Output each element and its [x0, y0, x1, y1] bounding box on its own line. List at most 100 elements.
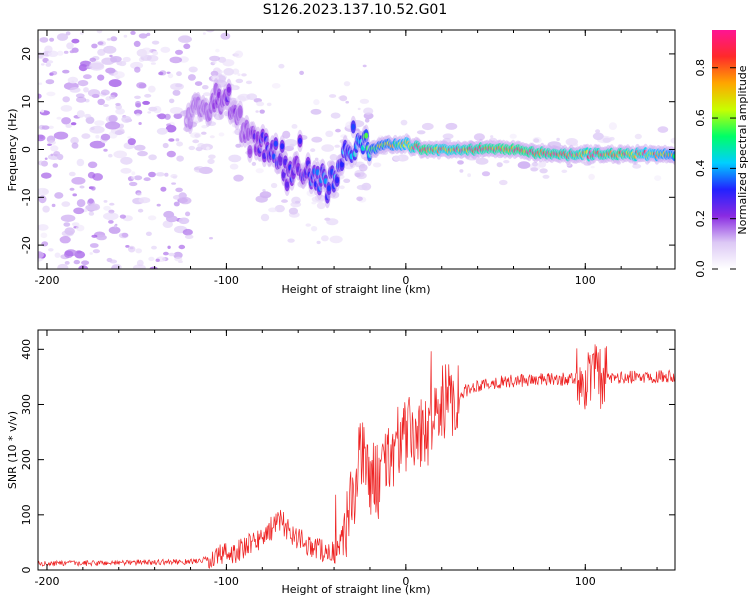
noise-blob: [63, 50, 69, 54]
noise-blob: [53, 131, 69, 140]
noise-blob: [133, 264, 146, 269]
noise-blob: [111, 264, 121, 269]
noise-blob: [70, 122, 77, 126]
noise-blob: [60, 105, 73, 112]
noise-blob: [51, 203, 56, 208]
noise-blob: [46, 91, 56, 97]
noise-blob: [81, 260, 90, 266]
noise-blob: [71, 222, 80, 227]
noise-blob: [61, 230, 74, 237]
snr-line: [38, 344, 675, 569]
noise-blob: [128, 245, 136, 253]
noise-blob: [197, 142, 205, 149]
noise-blob: [108, 114, 118, 123]
noise-blob: [609, 136, 615, 141]
y-tick-label: 400: [20, 339, 33, 360]
noise-blob: [38, 52, 44, 59]
noise-blob: [206, 146, 210, 151]
noise-blob: [41, 125, 50, 130]
noise-blob: [271, 83, 281, 89]
noise-blob: [76, 199, 86, 208]
noise-blob: [235, 78, 244, 84]
noise-blob: [632, 163, 642, 169]
noise-blob: [530, 167, 539, 172]
noise-blob: [457, 160, 464, 165]
noise-blob: [109, 259, 118, 264]
noise-blob: [321, 235, 329, 242]
noise-blob: [109, 94, 116, 100]
noise-blob: [91, 43, 98, 49]
noise-blob: [72, 193, 77, 197]
noise-blob: [71, 177, 86, 185]
noise-blob: [63, 250, 74, 258]
noise-blob: [176, 141, 184, 147]
noise-blob: [165, 124, 177, 133]
noise-blob: [42, 205, 50, 213]
noise-blob: [241, 73, 247, 77]
noise-blob: [109, 54, 113, 58]
noise-blob: [40, 232, 48, 239]
spectrogram-heatmap: [38, 30, 675, 269]
noise-blob: [167, 73, 174, 79]
noise-blob: [40, 109, 45, 113]
noise-blob: [237, 73, 241, 76]
noise-blob: [152, 51, 159, 56]
noise-blob: [164, 172, 169, 177]
noise-blob: [87, 89, 101, 97]
y-tick-label: -10: [20, 188, 33, 206]
noise-blob: [228, 154, 242, 163]
noise-blob: [145, 231, 152, 236]
noise-blob: [175, 187, 183, 193]
noise-blob: [103, 104, 109, 107]
noise-blob: [62, 69, 70, 74]
noise-blob: [182, 228, 193, 236]
noise-blob: [203, 92, 211, 97]
noise-blob: [110, 36, 118, 42]
noise-blob: [48, 125, 54, 129]
noise-blob: [325, 130, 334, 137]
noise-blob: [136, 192, 142, 196]
noise-blob: [44, 157, 48, 160]
noise-blob: [334, 144, 341, 148]
noise-blob: [148, 85, 156, 93]
noise-blob: [147, 111, 152, 114]
noise-blob: [87, 161, 98, 169]
noise-blob: [85, 116, 95, 124]
noise-blob: [95, 134, 100, 139]
noise-blob: [169, 56, 183, 64]
noise-blob: [218, 132, 225, 137]
noise-blob: [274, 204, 285, 213]
noise-blob: [538, 160, 547, 168]
noise-blob: [237, 93, 251, 101]
noise-blob: [103, 45, 117, 54]
ridge-core: [351, 123, 356, 130]
noise-blob: [127, 136, 132, 139]
noise-blob: [92, 249, 100, 254]
noise-blob: [69, 87, 81, 93]
noise-blob: [173, 113, 183, 119]
noise-blob: [61, 201, 71, 207]
noise-blob: [108, 220, 114, 224]
noise-blob: [208, 154, 216, 160]
noise-blob: [262, 189, 266, 192]
noise-blob: [174, 256, 183, 262]
noise-blob: [256, 101, 265, 107]
noise-blob: [259, 109, 265, 114]
noise-blob: [120, 167, 132, 174]
ridge-core: [280, 143, 285, 150]
noise-blob: [364, 118, 370, 123]
noise-blob: [185, 211, 191, 217]
noise-blob: [160, 186, 167, 192]
noise-blob: [89, 243, 99, 248]
noise-blob: [123, 34, 128, 38]
noise-blob: [209, 237, 213, 240]
noise-blob: [321, 144, 335, 152]
noise-blob: [234, 50, 244, 58]
noise-blob: [136, 259, 144, 267]
noise-blob: [590, 165, 595, 169]
noise-blob: [281, 199, 288, 203]
noise-blob: [503, 160, 510, 164]
noise-blob: [65, 123, 72, 128]
noise-blob: [136, 49, 147, 57]
noise-blob: [343, 81, 351, 87]
